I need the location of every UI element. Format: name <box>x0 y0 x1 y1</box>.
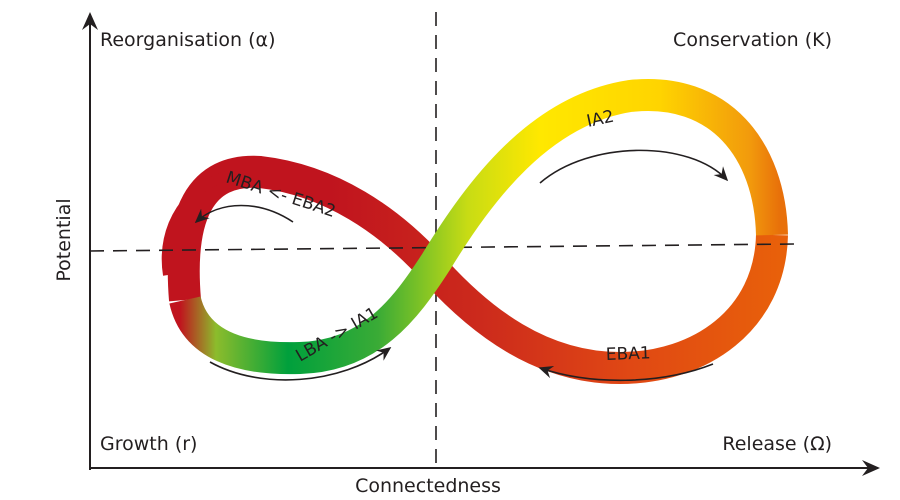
quadrant-label-release: Release (Ω) <box>722 433 832 455</box>
arrow-release <box>538 363 714 382</box>
arrow-reorganisation <box>194 204 294 224</box>
arrow-growth <box>209 347 392 381</box>
x-axis-label: Connectedness <box>355 475 501 497</box>
ribbon-tail <box>161 170 232 276</box>
y-axis-label: Potential <box>53 198 75 281</box>
ribbon-growth-conservation <box>169 79 788 375</box>
quadrant-label-growth: Growth (r) <box>100 433 197 455</box>
quadrant-label-reorganisation: Reorganisation (α) <box>100 29 276 51</box>
arrow-conservation <box>539 149 729 184</box>
band-label-eba1: EBA1 <box>605 343 651 365</box>
band-label-ia2: IA2 <box>585 107 616 132</box>
quadrant-label-conservation: Conservation (K) <box>673 29 832 51</box>
